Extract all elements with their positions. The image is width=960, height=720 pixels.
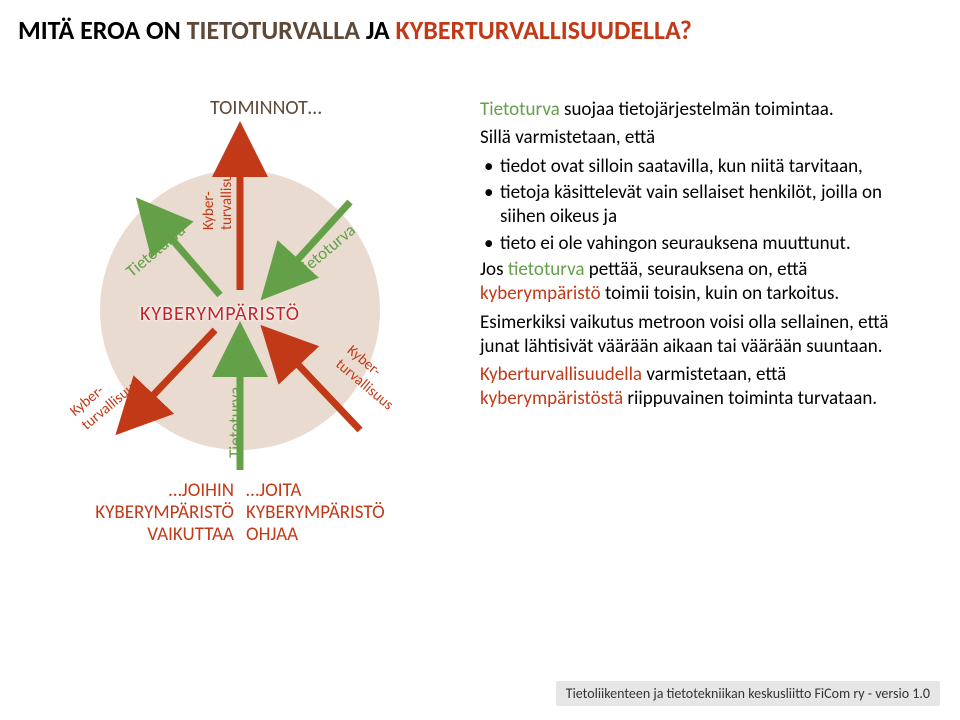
title-part1: MITÄ EROA ON — [18, 14, 187, 46]
footer-credit: Tietoliikenteen ja tietotekniikan keskus… — [556, 681, 940, 706]
cap-right-l2: KYBERYMPÄRISTÖ — [246, 501, 385, 524]
li3: tieto ei ole vahingon seurauksena muuttu… — [480, 232, 930, 256]
label-top-kyber: Kyber- turvallisuus — [200, 160, 236, 230]
bottom-captions: …JOIHIN KYBERYMPÄRISTÖ VAIKUTTAA …JOITA … — [30, 480, 470, 546]
title-part3: JA — [366, 14, 396, 46]
para5: Kyberturvallisuudella varmistetaan, että… — [480, 363, 930, 412]
slide-title: MITÄ EROA ON TIETOTURVALLA JA KYBERTURVA… — [18, 14, 942, 46]
para1: Tietoturva suojaa tietojärjestelmän toim… — [480, 98, 930, 122]
title-part4: KYBERTURVALLISUUDELLA? — [396, 14, 692, 46]
p3b: tietoturva — [508, 258, 589, 281]
cap-left-l1: …JOIHIN — [169, 479, 234, 502]
li1: tiedot ovat silloin saatavilla, kun niit… — [480, 155, 930, 179]
circle-center-label: KYBERYMPÄRISTÖ — [140, 302, 300, 326]
label-bottom-tietoturva: Tietoturva — [225, 387, 246, 458]
p1b: suojaa tietojärjestelmän toimintaa. — [564, 98, 834, 121]
cap-left-l3: VAIKUTTAA — [147, 523, 234, 546]
p5d: riippuvainen toiminta turvataan. — [627, 387, 877, 410]
cap-right-l1: …JOITA — [246, 479, 301, 502]
bullet-list: tiedot ovat silloin saatavilla, kun niit… — [480, 155, 930, 256]
cap-left-l2: KYBERYMPÄRISTÖ — [95, 501, 234, 524]
caption-left: …JOIHIN KYBERYMPÄRISTÖ VAIKUTTAA — [30, 480, 240, 546]
cap-right-l3: OHJAA — [246, 523, 298, 546]
p5c: kyberympäristöstä — [480, 387, 627, 410]
p5b: varmistetaan, että — [646, 363, 786, 386]
slide: MITÄ EROA ON TIETOTURVALLA JA KYBERTURVA… — [0, 0, 960, 720]
title-part2: TIETOTURVALLA — [187, 14, 366, 46]
p3a: Jos — [480, 258, 508, 281]
para3: Jos tietoturva pettää, seurauksena on, e… — [480, 258, 930, 307]
li2: tietoja käsittelevät vain sellaiset henk… — [480, 181, 930, 230]
body-text: Tietoturva suojaa tietojärjestelmän toim… — [480, 98, 930, 416]
p3e: toimii toisin, kuin on tarkoitus. — [605, 282, 839, 305]
para2: Sillä varmistetaan, että — [480, 126, 930, 150]
toiminnot-label: TOIMINNOT… — [210, 96, 322, 120]
p1a: Tietoturva — [480, 98, 564, 121]
p3d: kyberympäristö — [480, 282, 605, 305]
p5a: Kyberturvallisuudella — [480, 363, 646, 386]
caption-right: …JOITA KYBERYMPÄRISTÖ OHJAA — [240, 480, 460, 546]
para4: Esimerkiksi vaikutus metroon voisi olla … — [480, 311, 930, 360]
p3c: pettää, seurauksena on, että — [589, 258, 808, 281]
diagram: TOIMINNOT… KYBERYMPÄRI — [30, 80, 470, 600]
